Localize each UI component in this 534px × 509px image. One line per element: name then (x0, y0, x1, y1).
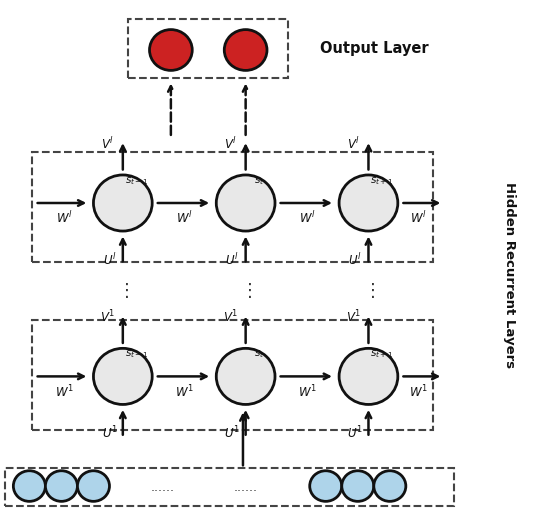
Circle shape (13, 471, 45, 501)
Text: $U^1$: $U^1$ (101, 425, 117, 441)
Text: $\vdots$: $\vdots$ (117, 280, 129, 300)
Bar (128, 20, 288, 79)
Circle shape (45, 471, 77, 501)
Text: $U^1$: $U^1$ (224, 425, 240, 441)
Text: $s_t$: $s_t$ (254, 175, 264, 187)
Bar (32, 321, 433, 430)
Text: $W^1$: $W^1$ (297, 383, 317, 399)
Text: $W^l$: $W^l$ (299, 210, 316, 226)
Text: Hidden Recurrent Layers: Hidden Recurrent Layers (504, 182, 516, 367)
Text: $s_t$: $s_t$ (254, 348, 264, 360)
Text: ......: ...... (234, 479, 257, 493)
Circle shape (339, 176, 398, 232)
Circle shape (339, 349, 398, 405)
Circle shape (224, 31, 267, 71)
Text: $s_{t-1}$: $s_{t-1}$ (124, 348, 148, 360)
Text: $U^l$: $U^l$ (348, 251, 362, 268)
Text: $s_{t-1}$: $s_{t-1}$ (124, 175, 148, 187)
Circle shape (216, 176, 275, 232)
Text: Output Layer: Output Layer (320, 41, 429, 56)
Circle shape (374, 471, 406, 501)
Circle shape (216, 349, 275, 405)
Text: $V^l$: $V^l$ (347, 135, 360, 152)
Bar (32, 153, 433, 262)
Circle shape (77, 471, 109, 501)
Circle shape (93, 176, 152, 232)
Circle shape (342, 471, 374, 501)
Text: $W^1$: $W^1$ (54, 383, 74, 399)
Text: $W^l$: $W^l$ (410, 210, 427, 226)
Text: $\vdots$: $\vdots$ (240, 280, 252, 300)
Text: $W^l$: $W^l$ (56, 210, 73, 226)
Circle shape (310, 471, 342, 501)
Text: $s_{t+1}$: $s_{t+1}$ (370, 175, 394, 187)
Text: $V^l$: $V^l$ (224, 135, 237, 152)
Text: $U^l$: $U^l$ (225, 251, 239, 268)
Text: $U^1$: $U^1$ (347, 425, 363, 441)
Text: $V^1$: $V^1$ (346, 308, 361, 325)
Text: $W^l$: $W^l$ (176, 210, 193, 226)
Text: $U^l$: $U^l$ (103, 251, 116, 268)
Text: $V^1$: $V^1$ (100, 308, 115, 325)
Text: $\vdots$: $\vdots$ (363, 280, 374, 300)
Text: $W^1$: $W^1$ (409, 383, 428, 399)
Text: $V^l$: $V^l$ (101, 135, 114, 152)
Bar (5, 468, 454, 506)
Text: $W^1$: $W^1$ (175, 383, 194, 399)
Circle shape (150, 31, 192, 71)
Text: ......: ...... (151, 479, 175, 493)
Text: $V^1$: $V^1$ (223, 308, 238, 325)
Circle shape (93, 349, 152, 405)
Text: $s_{t+1}$: $s_{t+1}$ (370, 348, 394, 360)
